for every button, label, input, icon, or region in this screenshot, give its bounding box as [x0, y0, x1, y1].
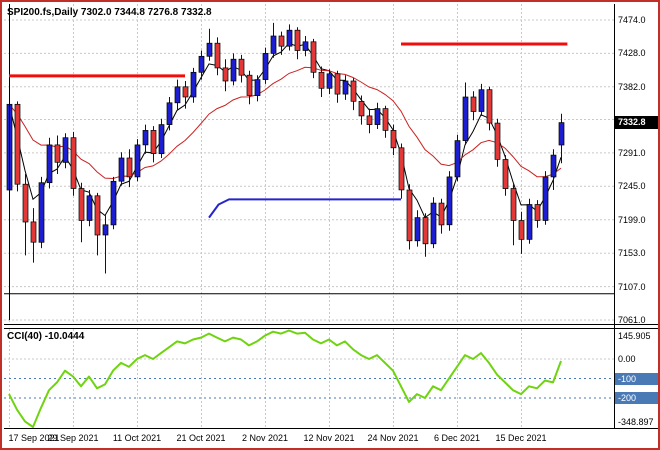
cci-axis-label: 145.905	[618, 331, 651, 341]
cci-indicator-label: CCI(40) -10.0444	[7, 331, 85, 342]
time-axis[interactable]: 17 Sep 2021 29 Sep 2021 11 Oct 2021 21 Oct …	[4, 429, 658, 448]
cci-axis-label: -348.897	[618, 417, 654, 427]
time-axis-label: 17 Sep 2021	[8, 433, 60, 443]
time-axis-separator	[4, 428, 658, 429]
time-axis-label: 24 Nov 2021	[367, 433, 419, 443]
time-axis-label: 21 Oct 2021	[176, 433, 226, 443]
price-axis-label: 7153.0	[618, 248, 646, 258]
cci-axis[interactable]: 145.905 0.00 -100 -200 -348.897	[615, 329, 658, 428]
cci-indicator-panel[interactable]: CCI(40) -10.0444	[4, 329, 614, 428]
fast-ma	[8, 42, 562, 219]
panel-separator-top[interactable]	[4, 324, 658, 325]
cci-line	[8, 329, 562, 428]
candles-layer	[6, 22, 565, 274]
price-axis[interactable]: 7332.8 7474.0 7428.0 7382.0 7291.0 7245.0 719…	[615, 4, 658, 325]
time-axis-label: 2 Nov 2021	[241, 433, 289, 443]
cci-level-badge: -200	[615, 392, 658, 404]
time-axis-label: 12 Nov 2021	[303, 433, 355, 443]
price-axis-label: 7061.0	[618, 315, 646, 325]
line-objects-layer	[4, 4, 614, 320]
time-axis-label: 6 Dec 2021	[433, 433, 481, 443]
price-axis-label: 7291.0	[618, 148, 646, 158]
time-axis-label: 29 Sep 2021	[47, 433, 99, 443]
chart-title: SPI200.fs,Daily 7302.0 7344.8 7276.8 733…	[7, 7, 212, 18]
price-chart-area[interactable]: SPI200.fs,Daily 7302.0 7344.8 7276.8 733…	[4, 4, 614, 324]
axis-border-line	[614, 4, 615, 428]
price-axis-label: 7245.0	[618, 181, 646, 191]
cci-level-badge: -100	[615, 373, 658, 385]
price-axis-label: 7428.0	[618, 48, 646, 58]
price-axis-label: 7474.0	[618, 15, 646, 25]
price-chart-svg	[4, 4, 614, 324]
price-grid	[4, 4, 614, 324]
price-axis-label: 7382.0	[618, 82, 646, 92]
current-price-badge: 7332.8	[615, 116, 658, 129]
cci-chart-svg	[4, 329, 614, 428]
panel-separator-bottom	[4, 328, 658, 329]
time-axis-label: 15 Dec 2021	[495, 433, 547, 443]
price-axis-label: 7199.0	[618, 215, 646, 225]
slow-ma	[8, 66, 562, 180]
price-axis-label: 7107.0	[618, 282, 646, 292]
time-axis-label: 11 Oct 2021	[112, 433, 162, 443]
cci-axis-label: 0.00	[618, 354, 636, 364]
